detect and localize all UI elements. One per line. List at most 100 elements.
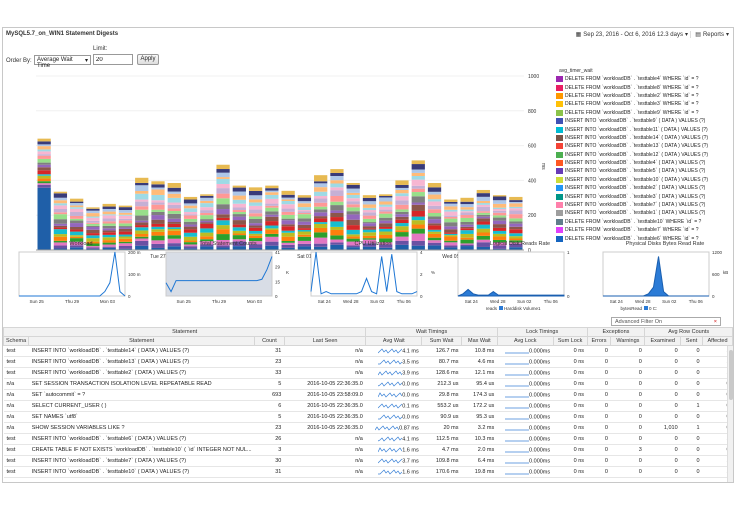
stacked-bar[interactable]: [281, 190, 295, 250]
column-header[interactable]: Sum Lock: [552, 336, 588, 346]
stacked-bar[interactable]: [411, 160, 425, 250]
stacked-bar[interactable]: [151, 181, 165, 250]
legend-item[interactable]: INSERT INTO `workloadDB` . `testtable14`…: [556, 134, 731, 142]
table-row[interactable]: test INSERT INTO `workloadDB` . `testtabl…: [3, 433, 733, 445]
stacked-bar[interactable]: [248, 187, 263, 250]
table-row[interactable]: n/a SET SESSION TRANSACTION ISOLATION LEV…: [3, 378, 733, 390]
sparkline: [378, 348, 403, 354]
stacked-bar[interactable]: [492, 195, 507, 250]
column-header[interactable]: Warnings: [610, 336, 646, 346]
clear-filter-icon[interactable]: ×: [713, 318, 717, 325]
stacked-bar[interactable]: [70, 198, 84, 250]
stacked-bar[interactable]: [200, 194, 214, 250]
column-header[interactable]: Examined: [644, 336, 682, 346]
cell-sum-wait: 553.2 us: [421, 400, 462, 412]
column-header[interactable]: Errors: [586, 336, 612, 346]
cell-text: 4.6 ms: [477, 359, 495, 365]
table-row[interactable]: test INSERT INTO `workloadDB` . `testtabl…: [3, 466, 733, 478]
legend-item[interactable]: INSERT INTO `workloadDB` . `testtable11`…: [556, 125, 731, 133]
legend-item[interactable]: INSERT INTO `workloadDB` . `testtable1` …: [556, 209, 731, 217]
table-row[interactable]: n/a SET `autocommit` = ? 693 2016-10-05 23:…: [3, 389, 733, 401]
date-range-picker[interactable]: ▦ Sep 23, 2016 - Oct 6, 2016 12.3 days ▾: [576, 31, 688, 39]
table-scrollbar[interactable]: [727, 346, 733, 482]
reports-menu[interactable]: ▤ Reports ▾: [690, 31, 729, 38]
bar-segment: [37, 138, 51, 142]
limit-input[interactable]: [93, 54, 133, 65]
bar-segment: [167, 228, 181, 231]
stacked-bar[interactable]: [135, 177, 149, 250]
stacked-bar[interactable]: [232, 185, 246, 250]
bar-segment: [183, 203, 198, 206]
table-row[interactable]: n/a SELECT CURRENT_USER ( ) 6 2016-10-05 22…: [3, 400, 733, 412]
legend-title: avg_timer_wait: [559, 68, 593, 74]
stacked-bar[interactable]: [460, 197, 474, 250]
stacked-bar[interactable]: [314, 175, 328, 250]
legend-item[interactable]: INSERT INTO `workloadDB` . `testtable9` …: [556, 117, 731, 125]
stacked-bar[interactable]: [297, 195, 312, 250]
advanced-filter[interactable]: Advanced Filter On ×: [611, 317, 721, 326]
bar-segment: [37, 144, 51, 147]
table-row[interactable]: n/a SET NAMES `utf8` 5 2016-10-05 22:36:35.…: [3, 411, 733, 423]
cell-text: test: [6, 458, 16, 464]
legend-item[interactable]: DELETE FROM `workloadDB` . `testtable2` …: [556, 92, 731, 100]
stacked-bar[interactable]: [118, 205, 133, 250]
legend-item[interactable]: DELETE FROM `workloadDB` . `testtable8` …: [556, 83, 731, 91]
legend-item[interactable]: DELETE FROM `workloadDB` . `testtable10`…: [556, 218, 731, 226]
stacked-bar[interactable]: [37, 138, 51, 250]
stacked-bar[interactable]: [362, 195, 377, 250]
cell-count: 31: [254, 466, 285, 478]
legend-item[interactable]: INSERT INTO `workloadDB` . `testtable7` …: [556, 201, 731, 209]
legend-item[interactable]: DELETE FROM `workloadDB` . `testtable9` …: [556, 109, 731, 117]
column-group-header: Statement: [3, 327, 367, 337]
stacked-bar[interactable]: [216, 164, 230, 250]
stacked-bar[interactable]: [53, 191, 68, 250]
legend-item[interactable]: DELETE FROM `workloadDB` . `testtable4` …: [556, 75, 731, 83]
stacked-bar[interactable]: [395, 180, 409, 250]
stacked-bar[interactable]: [102, 203, 116, 250]
column-header[interactable]: Affected: [702, 336, 733, 346]
legend-swatch: [556, 210, 563, 217]
legend-item[interactable]: DELETE FROM `workloadDB` . `testtable3` …: [556, 100, 731, 108]
stacked-bar[interactable]: [330, 169, 344, 250]
table-row[interactable]: test INSERT INTO `workloadDB` . `testtabl…: [3, 356, 733, 368]
legend-item[interactable]: INSERT INTO `workloadDB` . `testtable5` …: [556, 167, 731, 175]
stacked-bar[interactable]: [183, 196, 198, 250]
legend-item[interactable]: INSERT INTO `workloadDB` . `testtable13`…: [556, 142, 731, 150]
stacked-bar[interactable]: [167, 183, 181, 250]
legend-item[interactable]: DELETE FROM `workloadDB` . `testtable7` …: [556, 226, 731, 234]
column-header[interactable]: Sum Wait: [421, 336, 462, 346]
table-row[interactable]: test INSERT INTO `workloadDB` . `testtabl…: [3, 345, 733, 357]
table-row[interactable]: test INSERT INTO `workloadDB` . `testtabl…: [3, 455, 733, 467]
cell-statement: INSERT INTO `workloadDB` . `testtable6` …: [28, 433, 255, 445]
table-row[interactable]: n/a SHOW SESSION VARIABLES LIKE ? 23 2016-1…: [3, 422, 733, 434]
order-by-select[interactable]: Average Wait Time ▾: [34, 55, 91, 69]
legend-item[interactable]: DELETE FROM `workloadDB` . `testtable6` …: [556, 234, 731, 242]
apply-button[interactable]: Apply: [137, 54, 159, 65]
stacked-bar[interactable]: [444, 199, 458, 250]
filter-label: Advanced Filter On: [615, 318, 663, 325]
stacked-bar[interactable]: [427, 183, 442, 250]
stacked-bar[interactable]: [346, 183, 360, 250]
stacked-bar[interactable]: [509, 196, 523, 250]
column-header[interactable]: Max Wait: [460, 336, 498, 346]
column-header[interactable]: Schema: [3, 336, 30, 346]
column-header[interactable]: Avg Wait: [365, 336, 423, 346]
column-header[interactable]: Count: [254, 336, 285, 346]
legend-item[interactable]: INSERT INTO `workloadDB` . `testtable12`…: [556, 151, 731, 159]
stacked-bar[interactable]: [265, 185, 279, 250]
scrollbar-thumb[interactable]: [729, 350, 733, 400]
column-header[interactable]: Statement: [28, 336, 256, 346]
table-row[interactable]: test INSERT INTO `workloadDB` . `testtabl…: [3, 367, 733, 379]
column-header[interactable]: Last Seen: [283, 336, 367, 346]
stacked-bar[interactable]: [379, 194, 393, 250]
legend-item[interactable]: INSERT INTO `workloadDB` . `testtable10`…: [556, 176, 731, 184]
stacked-bar[interactable]: [86, 207, 100, 250]
bar-segment: [183, 229, 198, 233]
legend-item[interactable]: INSERT INTO `workloadDB` . `testtable3` …: [556, 192, 731, 200]
column-header[interactable]: Avg Lock: [496, 336, 554, 346]
legend-item[interactable]: INSERT INTO `workloadDB` . `testtable2` …: [556, 184, 731, 192]
column-header[interactable]: Sent: [680, 336, 704, 346]
stacked-bar[interactable]: [476, 189, 490, 250]
legend-item[interactable]: INSERT INTO `workloadDB` . `testtable4` …: [556, 159, 731, 167]
table-row[interactable]: test CREATE TABLE IF NOT EXISTS `workload…: [3, 444, 733, 456]
